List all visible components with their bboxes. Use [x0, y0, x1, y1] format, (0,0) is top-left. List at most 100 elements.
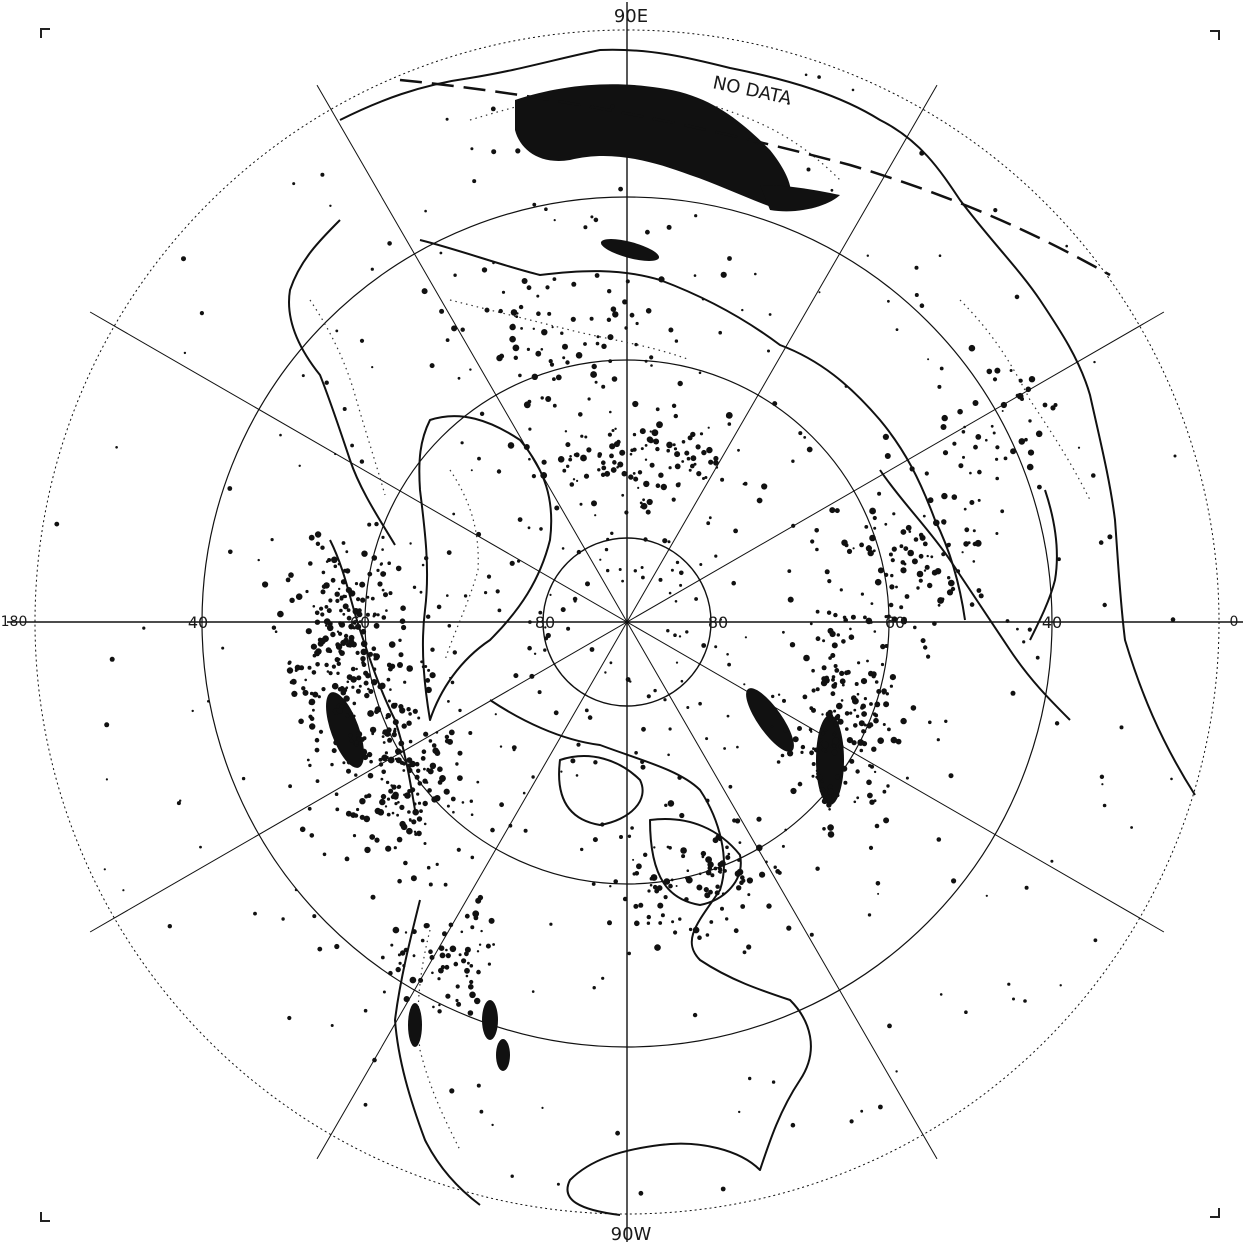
observation-dot [702, 477, 705, 480]
observation-dot [873, 770, 877, 774]
observation-dot [858, 720, 865, 727]
observation-dot [905, 524, 912, 531]
observation-dot [337, 687, 343, 692]
observation-dot [834, 774, 840, 780]
siberia-fill [600, 239, 660, 261]
observation-dot [900, 567, 907, 574]
observation-dot [406, 707, 411, 712]
observation-dot [457, 376, 461, 380]
observation-dot [382, 990, 386, 994]
observation-dot [828, 717, 833, 722]
observation-dot [207, 700, 210, 703]
observation-dot [417, 781, 423, 786]
observation-dot [431, 743, 437, 748]
observation-dot [609, 453, 614, 459]
observation-dot [882, 789, 887, 794]
observation-dot [666, 629, 670, 633]
observation-dot [491, 1123, 494, 1127]
observation-dot [973, 444, 978, 450]
observation-dot [518, 373, 522, 378]
observation-dot [936, 837, 942, 842]
observation-dot [800, 744, 806, 750]
observation-dot [646, 921, 651, 925]
observation-dot [713, 455, 719, 462]
observation-dot [367, 687, 370, 691]
observation-dot [346, 768, 351, 774]
observation-dot [363, 670, 369, 676]
observation-dot [398, 961, 402, 965]
observation-dot [832, 737, 840, 745]
observation-dot [345, 587, 352, 594]
observation-dot [443, 882, 448, 887]
observation-dot [891, 546, 897, 552]
observation-dot [677, 775, 682, 780]
observation-dot [708, 449, 711, 453]
observation-dot [622, 299, 628, 305]
observation-dot [386, 797, 391, 801]
observation-dot [526, 285, 532, 291]
observation-dot [105, 778, 108, 781]
observation-dot [475, 897, 482, 904]
observation-dot [992, 431, 996, 435]
observation-dot [674, 451, 681, 458]
observation-dot [412, 708, 418, 714]
observation-dot [413, 830, 417, 833]
observation-dot [887, 727, 891, 732]
observation-dot [531, 990, 535, 993]
observation-dot [652, 884, 658, 890]
observation-dot [576, 479, 579, 482]
observation-dot [671, 920, 675, 924]
observation-dot [436, 604, 442, 610]
observation-dot [655, 407, 660, 412]
observation-dot [365, 612, 370, 617]
observation-dot [634, 871, 640, 876]
observation-dot [621, 579, 624, 583]
observation-dot [510, 309, 518, 316]
observation-dot [339, 608, 343, 613]
observation-dot [923, 645, 928, 650]
observation-dot [561, 547, 565, 550]
observation-dot [1119, 725, 1124, 730]
observation-dot [1016, 627, 1019, 631]
observation-dot [673, 633, 677, 637]
observation-dot [658, 921, 663, 925]
observation-dot [668, 466, 672, 470]
observation-dot [876, 689, 882, 694]
observation-dot [540, 396, 544, 400]
contour-east-asia [959, 299, 1091, 501]
observation-dot [356, 611, 363, 618]
observation-dot [643, 852, 648, 857]
observation-dot [368, 651, 373, 657]
observation-dot [545, 285, 550, 290]
observation-dot [861, 741, 868, 747]
observation-dot [385, 609, 388, 612]
observation-dot [400, 750, 403, 754]
observation-dot [560, 770, 563, 773]
observation-dot [595, 341, 600, 346]
observation-dot [445, 953, 451, 959]
observation-dot [333, 564, 338, 569]
observation-dot [720, 906, 724, 911]
observation-dot [374, 709, 379, 715]
observation-dot [487, 962, 491, 966]
observation-dot [1170, 777, 1173, 781]
observation-dot [499, 353, 505, 359]
observation-dot [420, 938, 425, 943]
observation-dot [408, 712, 412, 716]
observation-dot [802, 694, 808, 700]
observation-dot [937, 384, 942, 389]
observation-dot [924, 564, 930, 570]
observation-dot [644, 359, 648, 363]
observation-dot [638, 1190, 644, 1196]
observation-dot [1059, 984, 1062, 987]
observation-dot [963, 507, 967, 511]
observation-dot [872, 549, 876, 553]
observation-dot [333, 740, 339, 746]
observation-dot [314, 747, 320, 753]
observation-dot [632, 400, 639, 408]
observation-dot [522, 791, 526, 795]
observation-dot [641, 726, 646, 732]
observation-dot [271, 625, 277, 630]
observation-dot [857, 661, 861, 665]
observation-dot [469, 964, 474, 968]
